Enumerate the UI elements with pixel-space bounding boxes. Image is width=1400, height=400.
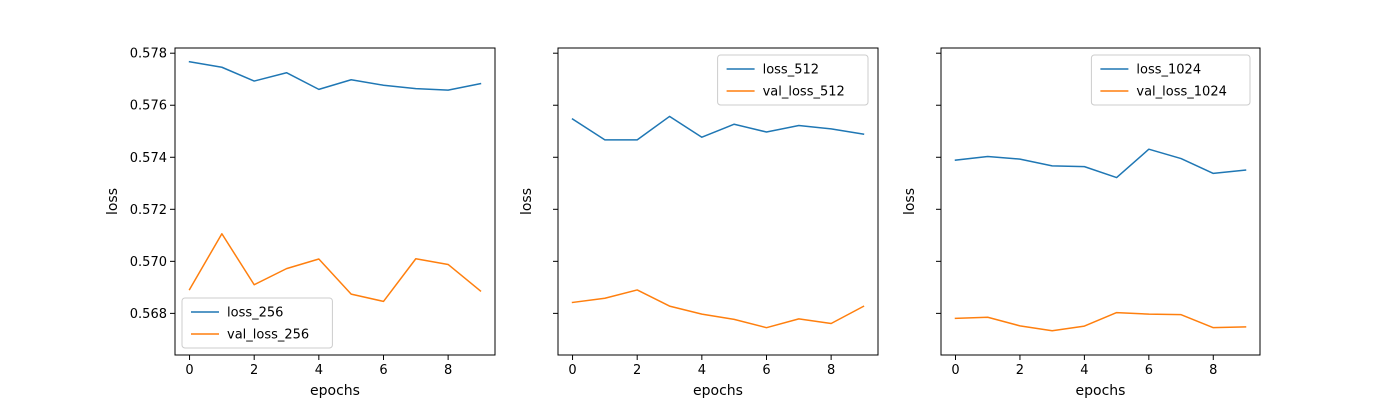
x-tick-label: 2 [633, 363, 641, 378]
x-tick-label: 8 [1209, 363, 1217, 378]
legend-label: val_loss_1024 [1136, 85, 1226, 100]
legend-label: loss_1024 [1136, 63, 1201, 78]
legend: loss_256 val_loss_256 [181, 297, 333, 349]
legend: loss_512 val_loss_512 [717, 54, 869, 106]
subplot-1: 0.568 0.570 0.572 0.574 0.576 0.578 0 2 4 6 8 epoch… [105, 47, 496, 399]
legend-label: loss_512 [763, 63, 819, 78]
x-tick-label: 6 [1145, 363, 1153, 378]
y-axis-label: loss [902, 188, 918, 215]
series-line-val_loss_512 [571, 289, 865, 329]
x-tick-label: 6 [379, 363, 387, 378]
legend-label: val_loss_256 [227, 328, 309, 343]
x-tick-label: 4 [1080, 363, 1088, 378]
y-tick-label: 0.572 [130, 203, 167, 218]
x-tick-label: 4 [698, 363, 706, 378]
subplot-3: 0 2 4 6 8 epochs loss loss_1024 val_loss_1024 [902, 47, 1261, 399]
series-line-loss_256 [188, 60, 482, 91]
legend-label: val_loss_512 [763, 85, 845, 100]
series-line-loss_1024 [954, 148, 1247, 179]
x-tick-label: 0 [185, 363, 193, 378]
y-tick-label: 0.570 [130, 255, 167, 270]
x-tick-label: 0 [951, 363, 959, 378]
y-tick-label: 0.576 [130, 99, 167, 114]
y-axis-label: loss [519, 188, 535, 215]
legend-box [1090, 54, 1251, 106]
x-axis-label: epochs [693, 383, 743, 399]
x-tick-label: 2 [250, 363, 258, 378]
series-line-loss_512 [571, 115, 865, 141]
subplot-2: 0 2 4 6 8 epochs loss loss_512 val_loss_512 [519, 47, 879, 399]
y-tick-label: 0.578 [130, 47, 167, 62]
x-tick-label: 6 [762, 363, 770, 378]
axes-frame [940, 47, 1261, 356]
legend-label: loss_256 [227, 306, 283, 321]
x-axis-label: epochs [1076, 383, 1126, 399]
x-tick-label: 0 [568, 363, 576, 378]
x-tick-label: 8 [444, 363, 452, 378]
x-tick-label: 2 [1016, 363, 1024, 378]
legend: loss_1024 val_loss_1024 [1090, 54, 1251, 106]
x-tick-label: 8 [827, 363, 835, 378]
x-tick-label: 4 [315, 363, 323, 378]
series-line-val_loss_1024 [954, 311, 1247, 332]
legend-box [181, 297, 333, 349]
y-tick-label: 0.574 [130, 151, 167, 166]
y-axis-label: loss [105, 188, 121, 215]
series-line-val_loss_256 [188, 233, 482, 303]
axes-frame [174, 47, 496, 356]
axes-frame [557, 47, 879, 356]
legend-box [717, 54, 869, 106]
x-axis-label: epochs [310, 383, 360, 399]
y-tick-label: 0.568 [130, 307, 167, 322]
